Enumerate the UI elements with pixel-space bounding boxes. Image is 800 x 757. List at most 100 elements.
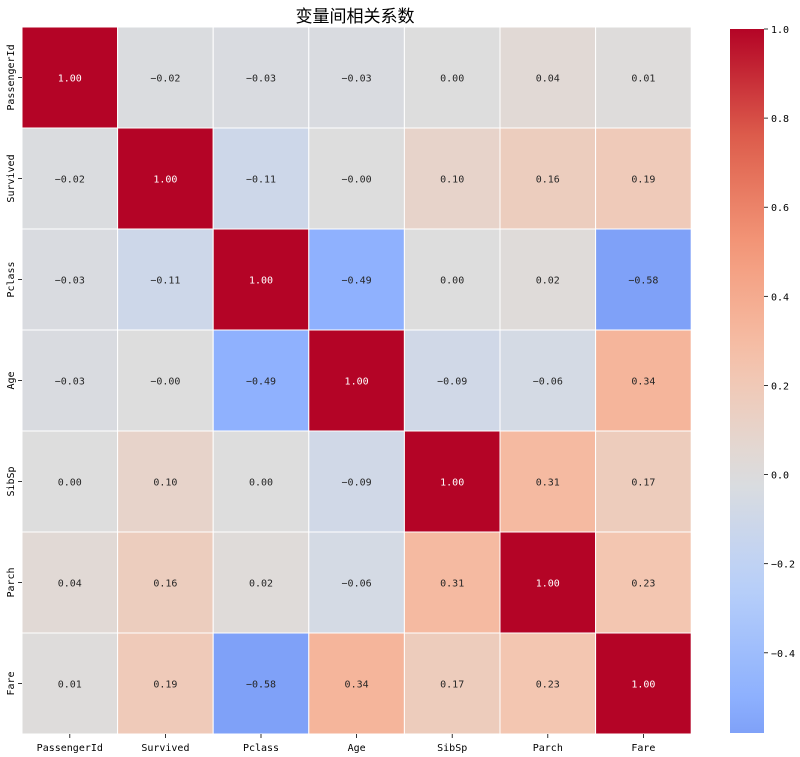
heatmap-cell	[308, 228, 405, 331]
cell-value-label: −0.49	[342, 276, 372, 287]
cell-value-label: 0.17	[440, 680, 464, 691]
cell-value-label: 0.10	[440, 175, 464, 186]
chart-title: 变量间相关系数	[296, 7, 415, 27]
heatmap-cell	[117, 329, 214, 432]
x-tick-label: Pclass	[243, 743, 279, 754]
cell-value-label: −0.02	[55, 175, 85, 186]
heatmap-cell	[403, 26, 501, 129]
cell-value-label: 0.02	[536, 276, 560, 287]
heatmap-cell	[308, 26, 405, 129]
heatmap-cell	[21, 228, 119, 331]
heatmap-cells: 1.00 −0.02 −0.03 −0.03 0.00 0.04 0.01 −0.02 1.00…	[21, 26, 692, 735]
cell-value-label: −0.03	[55, 377, 85, 388]
cell-value-label: −0.00	[342, 175, 372, 186]
cell-value-label: 0.00	[440, 74, 464, 85]
cell-value-label: −0.03	[55, 276, 85, 287]
heatmap-cell	[403, 632, 501, 735]
cell-value-label: 0.16	[153, 579, 177, 590]
cell-value-label: 0.00	[440, 276, 464, 287]
heatmap-cell	[499, 228, 597, 331]
x-tick-label: Age	[348, 743, 366, 754]
y-axis-ticks: PassengerId Survived Pclass Age SibSp Parch Fa…	[6, 44, 22, 696]
y-tick-label: PassengerId	[6, 44, 17, 110]
cell-value-label: 0.34	[345, 680, 369, 691]
heatmap-cell	[21, 632, 119, 735]
x-tick-label: SibSp	[437, 743, 467, 754]
cell-value-label: 0.00	[249, 478, 273, 489]
y-tick-label: Parch	[6, 567, 17, 597]
heatmap-cell	[595, 329, 692, 432]
heatmap-cell	[212, 228, 310, 331]
heatmap-cell	[403, 127, 501, 230]
cell-value-label: 0.19	[631, 175, 655, 186]
heatmap-cell	[499, 632, 597, 735]
cell-value-label: −0.11	[150, 276, 180, 287]
x-tick-label: Fare	[631, 743, 655, 754]
cell-value-label: 0.10	[153, 478, 177, 489]
colorbar-tick-label: 0.6	[771, 203, 789, 214]
heatmap-cell	[212, 531, 310, 634]
cell-value-label: 1.00	[58, 74, 82, 85]
colorbar	[730, 29, 764, 733]
heatmap-cell	[21, 329, 119, 432]
colorbar-tick-label: 0.2	[771, 381, 789, 392]
cell-value-label: 1.00	[153, 175, 177, 186]
y-tick-label: Pclass	[6, 261, 17, 297]
heatmap-cell	[308, 632, 405, 735]
cell-value-label: −0.03	[342, 74, 372, 85]
heatmap-cell	[595, 430, 692, 533]
heatmap-cell	[212, 26, 310, 129]
cell-value-label: −0.00	[150, 377, 180, 388]
colorbar-ticks: 1.0 0.8 0.6 0.4 0.2 0.0 −0.2 −0.4	[764, 25, 795, 660]
colorbar-tick-label: 0.8	[771, 114, 789, 125]
y-tick-label: Age	[6, 371, 17, 389]
cell-value-label: 0.34	[631, 377, 655, 388]
cell-value-label: 0.23	[631, 579, 655, 590]
colorbar-tick-label: −0.2	[771, 560, 795, 571]
heatmap-cell	[499, 26, 597, 129]
heatmap-cell	[595, 127, 692, 230]
colorbar-tick-label: 0.0	[771, 471, 789, 482]
cell-value-label: −0.09	[437, 377, 467, 388]
cell-value-label: 0.17	[631, 478, 655, 489]
cell-value-label: −0.49	[246, 377, 276, 388]
cell-value-label: 0.02	[249, 579, 273, 590]
cell-value-label: 0.00	[58, 478, 82, 489]
heatmap-cell	[499, 127, 597, 230]
cell-value-label: −0.11	[246, 175, 276, 186]
cell-value-label: 1.00	[440, 478, 464, 489]
cell-value-label: 0.31	[440, 579, 464, 590]
heatmap-cell	[499, 329, 597, 432]
cell-value-label: −0.09	[342, 478, 372, 489]
heatmap-cell	[595, 632, 692, 735]
x-tick-label: PassengerId	[37, 743, 103, 754]
heatmap-cell	[212, 430, 310, 533]
x-tick-label: Survived	[141, 743, 189, 754]
x-tick-label: Parch	[533, 743, 563, 754]
colorbar-tick-label: 0.4	[771, 292, 789, 303]
x-axis-ticks: PassengerId Survived Pclass Age SibSp Parch Fa…	[37, 734, 655, 754]
cell-value-label: 1.00	[345, 377, 369, 388]
heatmap-cell	[595, 228, 692, 331]
heatmap-cell	[21, 531, 119, 634]
y-tick-label: Survived	[6, 154, 17, 202]
heatmap-cell	[308, 531, 405, 634]
heatmap-cell	[403, 531, 501, 634]
heatmap-cell	[117, 26, 214, 129]
cell-value-label: 0.04	[536, 74, 560, 85]
cell-value-label: 0.23	[536, 680, 560, 691]
heatmap-cell	[595, 531, 692, 634]
cell-value-label: 0.04	[58, 579, 82, 590]
heatmap-cell	[212, 127, 310, 230]
y-tick-label: SibSp	[6, 466, 17, 496]
cell-value-label: 1.00	[536, 579, 560, 590]
cell-value-label: −0.58	[246, 680, 276, 691]
heatmap-cell	[21, 26, 119, 129]
cell-value-label: −0.06	[342, 579, 372, 590]
cell-value-label: −0.06	[533, 377, 563, 388]
heatmap-cell	[308, 329, 405, 432]
cell-value-label: 0.01	[631, 74, 655, 85]
cell-value-label: 1.00	[631, 680, 655, 691]
cell-value-label: 0.16	[536, 175, 560, 186]
